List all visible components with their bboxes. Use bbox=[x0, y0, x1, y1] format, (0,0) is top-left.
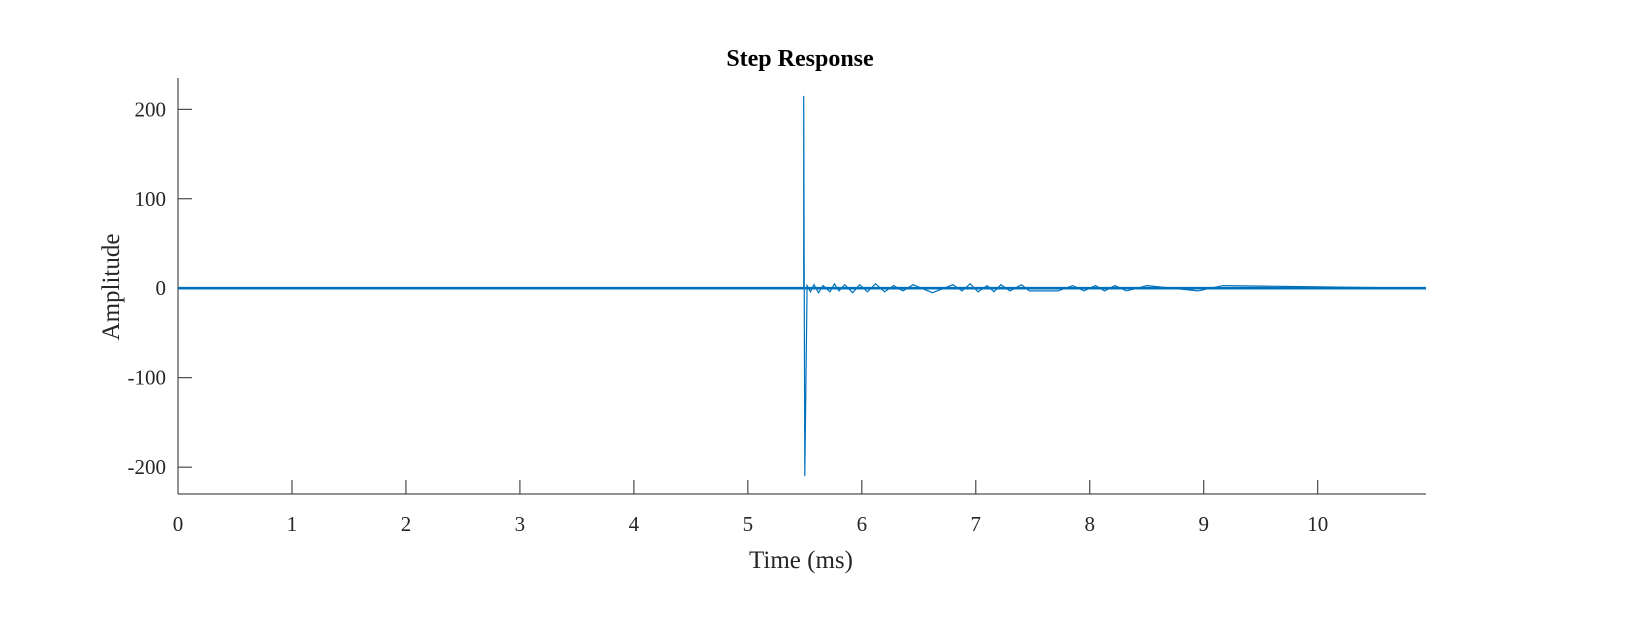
y-tick-label: 0 bbox=[156, 276, 167, 300]
x-tick-label: 4 bbox=[629, 512, 640, 536]
x-axis-title: Time (ms) bbox=[749, 547, 853, 574]
y-tick-label: 100 bbox=[135, 187, 167, 211]
x-tick-label: 1 bbox=[287, 512, 298, 536]
x-tick-label: 8 bbox=[1085, 512, 1096, 536]
ticks: 0 1 2 3 4 5 6 7 8 9 10 200 100 0 -100 -200 bbox=[128, 97, 1329, 536]
y-tick-label: 200 bbox=[135, 97, 167, 121]
x-tick-label: 2 bbox=[401, 512, 412, 536]
series-line bbox=[178, 95, 1427, 477]
y-axis-title: Amplitude bbox=[98, 234, 125, 341]
x-tick-label: 9 bbox=[1199, 512, 1210, 536]
x-tick-label: 6 bbox=[857, 512, 868, 536]
x-tick-label: 10 bbox=[1307, 512, 1328, 536]
x-tick-label: 7 bbox=[971, 512, 982, 536]
series-group bbox=[178, 95, 1427, 477]
y-tick-label: -100 bbox=[128, 366, 167, 390]
x-tick-label: 5 bbox=[743, 512, 754, 536]
x-tick-label: 3 bbox=[515, 512, 526, 536]
axes bbox=[177, 78, 1426, 495]
chart-title: Step Response bbox=[726, 46, 874, 72]
x-tick-label: 0 bbox=[173, 512, 184, 536]
y-tick-label: -200 bbox=[128, 455, 167, 479]
